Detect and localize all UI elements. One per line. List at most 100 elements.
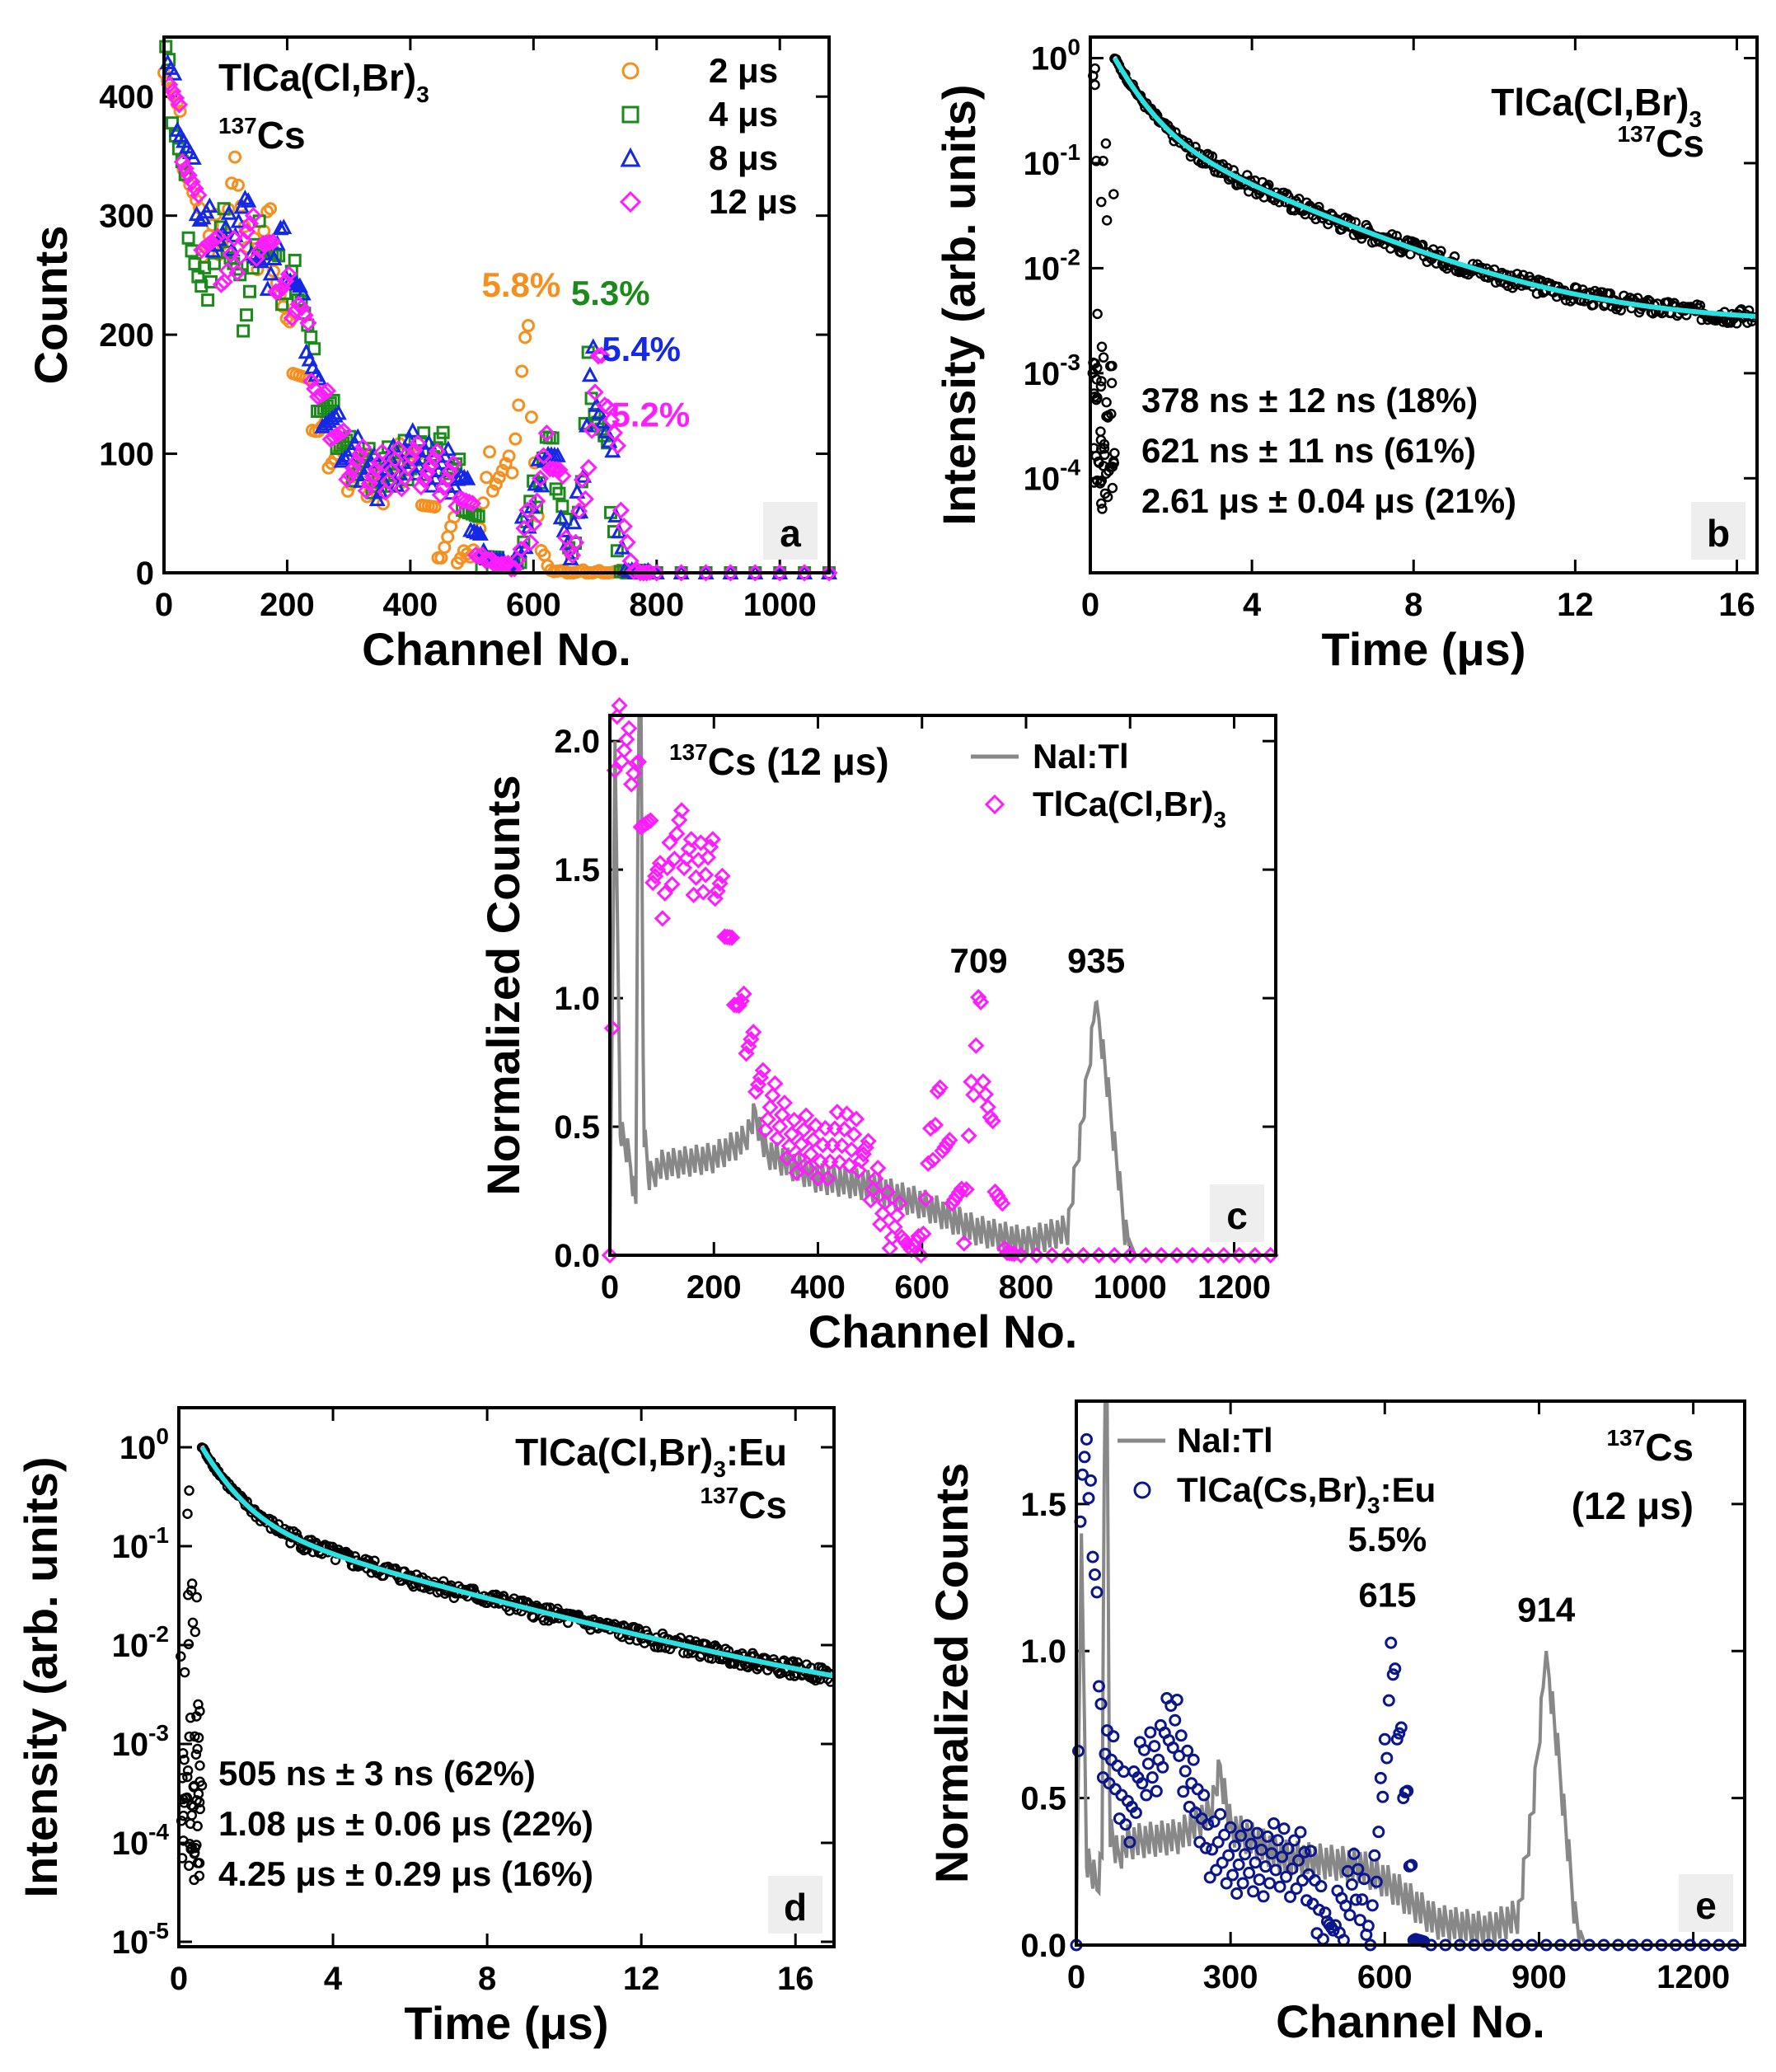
data-point <box>874 1205 892 1222</box>
legend-marker <box>621 105 640 124</box>
data-point <box>170 96 189 114</box>
x-tick-label: 0 <box>155 587 173 623</box>
data-point <box>783 1125 800 1143</box>
y-tick-label: 1.0 <box>1020 1634 1066 1670</box>
data-point <box>424 476 441 493</box>
data-point <box>260 233 279 251</box>
x-tick-label: 600 <box>1357 1959 1413 1995</box>
data-point <box>630 753 647 771</box>
data-point <box>773 1106 791 1123</box>
data-point <box>299 314 317 332</box>
data-point <box>370 453 388 471</box>
data-point <box>663 875 681 893</box>
data-point <box>476 551 494 570</box>
data-point <box>865 1181 882 1198</box>
x-tick-label: 4 <box>1243 587 1262 623</box>
data-point <box>1207 151 1218 162</box>
data-point <box>1356 1893 1369 1906</box>
data-point <box>912 1246 930 1264</box>
data-point <box>270 282 288 300</box>
legend-marker <box>619 190 642 213</box>
data-point <box>804 1131 822 1149</box>
y-axis-label: Normalized Counts <box>477 775 529 1195</box>
data-point <box>1166 1741 1179 1754</box>
data-point <box>867 1170 884 1188</box>
data-point <box>757 1121 774 1139</box>
data-point <box>1368 1849 1381 1862</box>
data-point <box>588 407 602 421</box>
x-tick-label: 1200 <box>1657 1959 1730 1995</box>
data-point <box>841 1156 858 1174</box>
data-point <box>1436 246 1446 256</box>
data-point <box>267 283 285 301</box>
data-point <box>225 176 239 190</box>
data-point <box>191 211 209 227</box>
panel-title-isotope: 137Cs <box>218 113 306 157</box>
data-point <box>682 831 700 848</box>
panel-title: 137Cs (12 μs) <box>669 739 889 783</box>
data-point <box>1091 156 1102 166</box>
data-point <box>1230 1887 1244 1900</box>
data-point <box>180 166 198 185</box>
data-point <box>965 1086 982 1104</box>
data-point <box>1043 1246 1061 1264</box>
data-point <box>1249 1856 1262 1869</box>
data-point <box>1119 1818 1132 1831</box>
data-point <box>1343 1909 1357 1922</box>
x-tick-label: 8 <box>1404 587 1422 623</box>
data-point <box>518 501 537 519</box>
data-point <box>692 834 710 851</box>
data-point <box>1366 1899 1379 1912</box>
data-point <box>1129 1806 1142 1819</box>
data-point <box>383 462 401 480</box>
data-point <box>183 173 201 191</box>
data-point <box>296 306 314 325</box>
data-point <box>554 466 572 485</box>
data-point <box>1084 1474 1097 1487</box>
data-point <box>1230 1246 1248 1264</box>
data-point <box>589 347 607 365</box>
data-point <box>1107 1730 1120 1743</box>
data-point <box>655 1642 667 1652</box>
data-point <box>389 439 408 458</box>
data-point <box>409 434 427 452</box>
data-point <box>1268 1817 1281 1830</box>
plot-frame <box>1089 35 1759 574</box>
panel-title-isotope: 137Cs <box>1617 121 1704 165</box>
data-point <box>593 346 611 364</box>
data-point <box>807 1117 824 1134</box>
data-point <box>721 929 738 946</box>
data-point <box>955 1235 972 1252</box>
peak-label: 5.5% <box>1348 1520 1427 1559</box>
data-point <box>537 424 556 443</box>
data-point <box>771 564 789 582</box>
data-point <box>1088 1568 1101 1581</box>
x-tick-label: 600 <box>506 587 561 623</box>
data-point <box>1385 1636 1398 1649</box>
data-point <box>1263 1877 1277 1890</box>
data-point <box>1240 1819 1254 1832</box>
data-point <box>483 445 497 459</box>
data-point <box>746 564 764 582</box>
y-tick-label: 0.5 <box>554 1109 600 1146</box>
data-point <box>910 1227 927 1245</box>
data-point <box>1095 381 1107 392</box>
data-point <box>225 229 243 247</box>
data-point <box>552 486 566 500</box>
data-point <box>192 1743 203 1755</box>
data-point <box>759 1110 776 1128</box>
data-point <box>1101 396 1112 408</box>
data-point <box>201 197 218 213</box>
fit-result: 378 ns ± 12 ns (18%) <box>1141 381 1478 420</box>
data-point <box>1243 1866 1256 1879</box>
data-point <box>1353 1914 1366 1927</box>
data-point <box>1141 1757 1155 1770</box>
data-point <box>1253 1873 1266 1887</box>
data-point <box>1401 1784 1414 1798</box>
data-point <box>1372 1826 1385 1839</box>
y-tick-label: 0.5 <box>1020 1781 1066 1817</box>
data-point <box>642 812 659 829</box>
x-tick-label: 900 <box>1511 1959 1567 1995</box>
data-point <box>551 461 569 479</box>
resolution-label: 5.4% <box>602 330 681 368</box>
